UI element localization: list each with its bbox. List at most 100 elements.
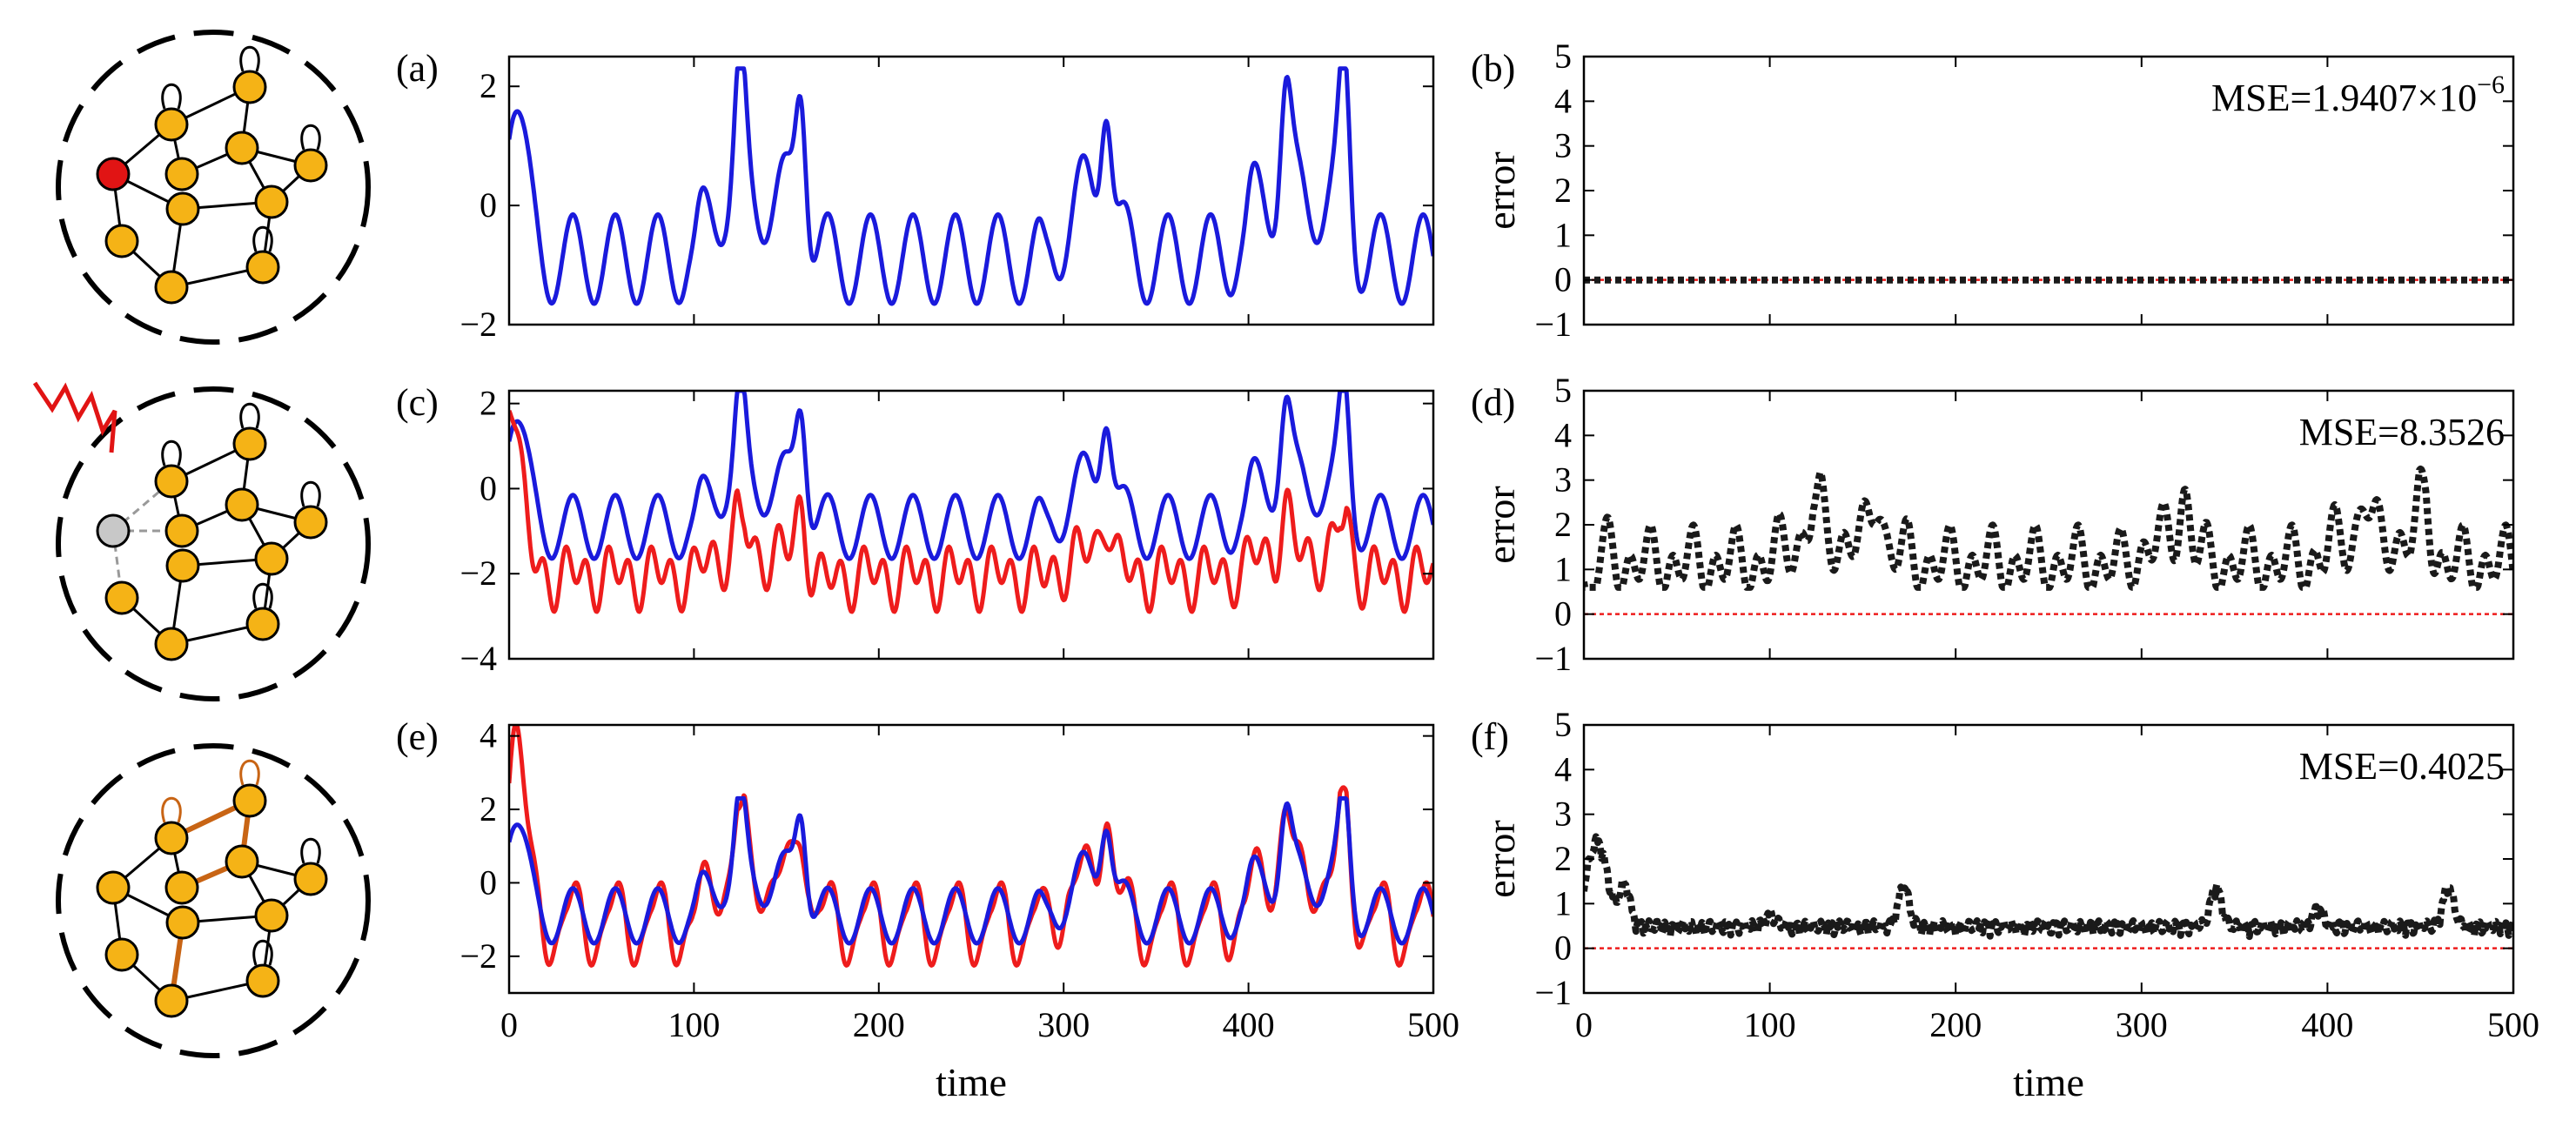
ytick-label: −1 — [1534, 639, 1572, 678]
ytick-label: 5 — [1554, 371, 1572, 410]
panel-label: (b) — [1471, 47, 1515, 90]
ytick-label: 1 — [1554, 215, 1572, 254]
y-axis-title: error — [1479, 486, 1523, 563]
y-axis-title: error — [1479, 820, 1523, 897]
ytick-label: 4 — [480, 716, 497, 755]
ytick-label: 2 — [480, 66, 497, 105]
series-error — [1584, 833, 2513, 941]
network-node — [225, 844, 259, 879]
charts: −202(a)−1012345(b)errorMSE=1.9407×10−6−4… — [396, 37, 2539, 1104]
mse-annotation: MSE=8.3526 — [2299, 411, 2505, 453]
network-node — [154, 821, 189, 855]
self-loop — [239, 45, 260, 72]
ytick-label: 3 — [1554, 460, 1572, 500]
network-node — [165, 905, 200, 940]
panel-label: (e) — [396, 715, 439, 758]
xtick-label: 400 — [2301, 1005, 2353, 1044]
axes-frame — [507, 389, 1435, 661]
panel-label: (d) — [1471, 381, 1515, 424]
xtick-label: 0 — [1575, 1005, 1593, 1044]
ytick-label: 2 — [1554, 839, 1572, 878]
self-loop — [252, 225, 273, 252]
series-perturbed — [509, 409, 1433, 614]
network-node — [254, 541, 289, 576]
xtick-label: 0 — [500, 1005, 518, 1044]
ytick-label: 3 — [1554, 795, 1572, 834]
series-error — [1584, 465, 2513, 591]
mse-annotation: MSE=1.9407×10−6 — [2211, 70, 2505, 119]
ytick-label: 0 — [480, 468, 497, 507]
network-node — [96, 157, 131, 191]
ytick-label: 1 — [1554, 549, 1572, 588]
ytick-label: −2 — [460, 553, 497, 593]
self-loop — [239, 402, 260, 429]
ytick-label: −2 — [460, 305, 497, 344]
ytick-label: 0 — [480, 185, 497, 225]
series-target — [509, 66, 1433, 306]
network-node — [254, 184, 289, 219]
network-node — [293, 862, 328, 896]
panel-b: −1 0 1 2 3 4 5 (b) error MSE=1.9407×10−6 — [1471, 37, 2515, 344]
network-boundary — [56, 386, 371, 701]
network-node — [245, 963, 280, 998]
self-loop — [161, 83, 182, 110]
network-boundary — [56, 743, 371, 1058]
panel-label: (a) — [396, 47, 439, 90]
network-node — [232, 70, 267, 104]
network-node — [154, 107, 189, 142]
network-node — [104, 580, 139, 615]
ytick-label: 3 — [1554, 126, 1572, 165]
network-boundary — [56, 30, 371, 345]
network-node — [293, 505, 328, 540]
network-node — [225, 487, 259, 522]
ytick-label: −1 — [1534, 973, 1572, 1012]
ytick-label: 0 — [1554, 929, 1572, 968]
axes-frame — [507, 723, 1435, 995]
ytick-label: −2 — [460, 936, 497, 976]
ytick-label: −1 — [1534, 305, 1572, 344]
ytick-label: 2 — [1554, 171, 1572, 210]
self-loop — [252, 939, 273, 966]
x-axis-title: time — [2013, 1060, 2084, 1104]
perturbation-signal — [32, 381, 117, 453]
network-node — [232, 783, 267, 818]
ytick-label: 0 — [1554, 260, 1572, 299]
network-node — [96, 513, 131, 548]
ytick-label: 0 — [480, 862, 497, 902]
xtick-label: 300 — [1037, 1005, 1090, 1044]
series-target — [509, 391, 1433, 561]
network-node — [154, 270, 189, 305]
network-node — [254, 898, 289, 933]
ytick-label: 4 — [1554, 81, 1572, 120]
axes-frame — [507, 55, 1435, 326]
xtick-label: 500 — [2487, 1005, 2539, 1044]
xtick-label: 200 — [1929, 1005, 1982, 1044]
network-node — [165, 548, 200, 583]
ytick-label: 1 — [1554, 883, 1572, 922]
network-node — [293, 148, 328, 183]
ytick-label: 2 — [480, 384, 497, 423]
ytick-label: 0 — [1554, 594, 1572, 634]
panel-label: (f) — [1471, 715, 1509, 758]
xtick-label: 500 — [1407, 1005, 1459, 1044]
perturbed-network — [32, 381, 371, 701]
panel-label: (c) — [396, 381, 439, 424]
ytick-label: 2 — [1554, 505, 1572, 544]
network-node — [104, 937, 139, 972]
repaired-network — [56, 743, 371, 1058]
network-node — [225, 131, 259, 165]
network-diagrams — [32, 30, 371, 1058]
ytick-label: −4 — [460, 639, 497, 678]
panel-a: −2 0 2 (a) — [396, 47, 1435, 344]
xtick-label: 300 — [2116, 1005, 2168, 1044]
xtick-label: 100 — [667, 1005, 720, 1044]
network-node — [164, 513, 199, 548]
intact-network — [56, 30, 371, 345]
panel-c: −4 −2 0 2 (c) — [396, 381, 1435, 678]
ytick-label: 2 — [480, 789, 497, 828]
self-loop — [161, 439, 182, 466]
y-axis-title: error — [1479, 151, 1523, 229]
